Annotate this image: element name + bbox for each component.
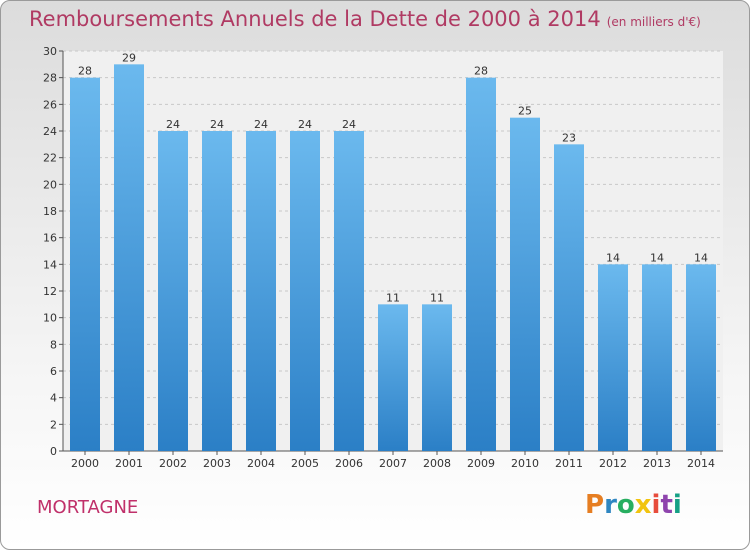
bar	[598, 264, 628, 451]
data-label: 28	[78, 65, 92, 78]
y-tick-label: 8	[50, 338, 57, 351]
y-tick-label: 0	[50, 445, 57, 458]
y-tick-label: 20	[43, 178, 57, 191]
bar	[334, 131, 364, 451]
logo-letter: r	[604, 490, 617, 520]
y-tick-label: 18	[43, 205, 57, 218]
data-label: 24	[254, 118, 268, 131]
x-tick-label: 2006	[335, 457, 363, 470]
bar	[158, 131, 188, 451]
data-label: 24	[210, 118, 224, 131]
logo-letter: o	[616, 490, 635, 520]
bar	[422, 304, 452, 451]
y-tick-label: 4	[50, 392, 57, 405]
y-tick-label: 10	[43, 312, 57, 325]
x-tick-label: 2014	[687, 457, 715, 470]
y-tick-label: 22	[43, 152, 57, 165]
logo-letter: x	[634, 490, 652, 520]
data-label: 14	[606, 251, 620, 264]
x-tick-label: 2000	[71, 457, 99, 470]
y-tick-label: 30	[43, 45, 57, 58]
x-tick-label: 2013	[643, 457, 671, 470]
bar	[554, 144, 584, 452]
data-label: 28	[474, 65, 488, 78]
x-tick-label: 2005	[291, 457, 319, 470]
y-tick-label: 26	[43, 98, 57, 111]
y-tick-label: 14	[43, 258, 57, 271]
logo-letter: t	[660, 490, 673, 520]
logo-letter: P	[585, 490, 605, 520]
x-tick-label: 2001	[115, 457, 143, 470]
data-label: 24	[166, 118, 180, 131]
chart-title-text: Remboursements Annuels de la Dette de 20…	[29, 7, 601, 31]
y-tick-label: 24	[43, 125, 57, 138]
data-label: 24	[342, 118, 356, 131]
logo-letter: i	[651, 490, 661, 520]
data-label: 24	[298, 118, 312, 131]
bar	[378, 304, 408, 451]
x-tick-label: 2007	[379, 457, 407, 470]
x-tick-label: 2009	[467, 457, 495, 470]
location-label: MORTAGNE	[37, 497, 139, 518]
y-tick-label: 12	[43, 285, 57, 298]
x-tick-label: 2011	[555, 457, 583, 470]
bar	[114, 64, 144, 452]
data-label: 23	[562, 131, 576, 144]
chart-title: Remboursements Annuels de la Dette de 20…	[29, 7, 701, 31]
x-tick-label: 2002	[159, 457, 187, 470]
logo-letter: i	[672, 490, 682, 520]
bar	[466, 77, 496, 452]
x-tick-label: 2004	[247, 457, 275, 470]
data-label: 29	[122, 51, 136, 64]
chart-unit: (en milliers d'€)	[606, 15, 701, 29]
data-label: 11	[430, 291, 444, 304]
y-tick-label: 28	[43, 72, 57, 85]
y-tick-label: 16	[43, 232, 57, 245]
bar	[642, 264, 672, 451]
bar	[70, 77, 100, 452]
bar	[510, 117, 540, 452]
x-tick-label: 2003	[203, 457, 231, 470]
data-label: 14	[694, 251, 708, 264]
y-tick-label: 2	[50, 418, 57, 431]
data-label: 11	[386, 291, 400, 304]
data-label: 14	[650, 251, 664, 264]
x-tick-label: 2008	[423, 457, 451, 470]
x-tick-label: 2012	[599, 457, 627, 470]
data-label: 25	[518, 105, 532, 118]
y-tick-label: 6	[50, 365, 57, 378]
bar	[246, 131, 276, 451]
x-tick-label: 2010	[511, 457, 539, 470]
bar	[202, 131, 232, 451]
bar	[686, 264, 716, 451]
bar	[290, 131, 320, 451]
proxiti-logo: Proxiti	[585, 490, 682, 520]
